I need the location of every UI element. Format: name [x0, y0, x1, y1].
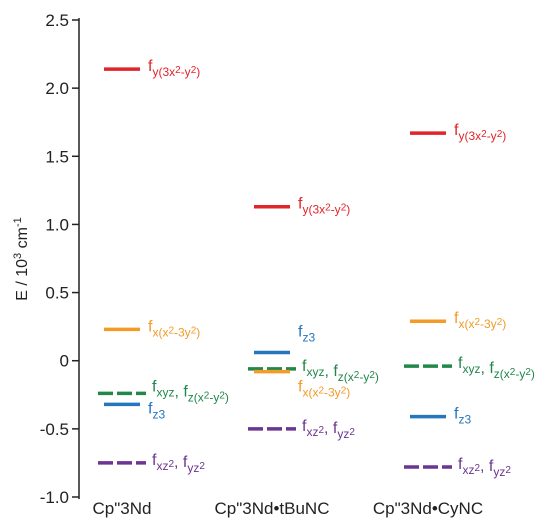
y-axis-title: E / 103 cm-1: [12, 217, 31, 301]
y-axis-ticks: 2.5 2.0 1.5 1.0 0.5 0 -0.5 -1.0: [40, 11, 79, 507]
y-axis-title-unit: cm: [14, 227, 31, 253]
y-tick-label: -1.0: [40, 488, 69, 507]
energy-levels: [98, 67, 452, 469]
y-tick-label: 2.0: [45, 79, 69, 98]
y-tick-label: 1.5: [45, 147, 69, 166]
energy-level-label: fx(x2-3y2): [298, 379, 350, 400]
energy-level-label: fz3: [454, 406, 471, 427]
energy-level-label: fxyz, fz(x2-y2): [152, 378, 229, 404]
energy-level-label: fy(3x2-y2): [298, 196, 350, 217]
category-label: Cp"3Nd: [93, 499, 152, 518]
energy-level-label: fx(x2-3y2): [454, 310, 506, 331]
y-axis-title-exp: 3: [12, 253, 24, 259]
y-tick-label: 0: [60, 352, 69, 371]
energy-level-label: fxz2, fyz2: [302, 418, 355, 441]
y-axis-title-main: E / 10: [14, 259, 31, 301]
energy-level-label: fy(3x2-y2): [454, 122, 506, 143]
y-tick-label: 0.5: [45, 284, 69, 303]
category-labels: Cp"3Nd Cp"3Nd•tBuNC Cp"3Nd•CyNC: [93, 499, 484, 518]
energy-level-label: fy(3x2-y2): [148, 58, 200, 79]
y-tick-label: -0.5: [40, 420, 69, 439]
energy-level-label: fxz2, fyz2: [152, 452, 205, 475]
y-tick-label: 1.0: [45, 215, 69, 234]
energy-level-label: fx(x2-3y2): [148, 318, 200, 339]
energy-level-label: fz3: [148, 400, 165, 421]
category-label: Cp"3Nd•tBuNC: [215, 499, 330, 518]
energy-level-label: fxz2, fyz2: [458, 456, 511, 479]
energy-level-label: fz3: [298, 324, 315, 345]
category-label: Cp"3Nd•CyNC: [373, 499, 483, 518]
energy-level-labels: fy(3x2-y2)fx(x2-3y2)fxyz, fz(x2-y2)fz3fx…: [148, 58, 535, 479]
y-tick-label: 2.5: [45, 11, 69, 30]
y-axis-title-unit-exp: -1: [12, 217, 24, 227]
energy-level-label: fxyz, fz(x2-y2): [302, 358, 379, 384]
energy-level-label: fxyz, fz(x2-y2): [458, 355, 535, 381]
